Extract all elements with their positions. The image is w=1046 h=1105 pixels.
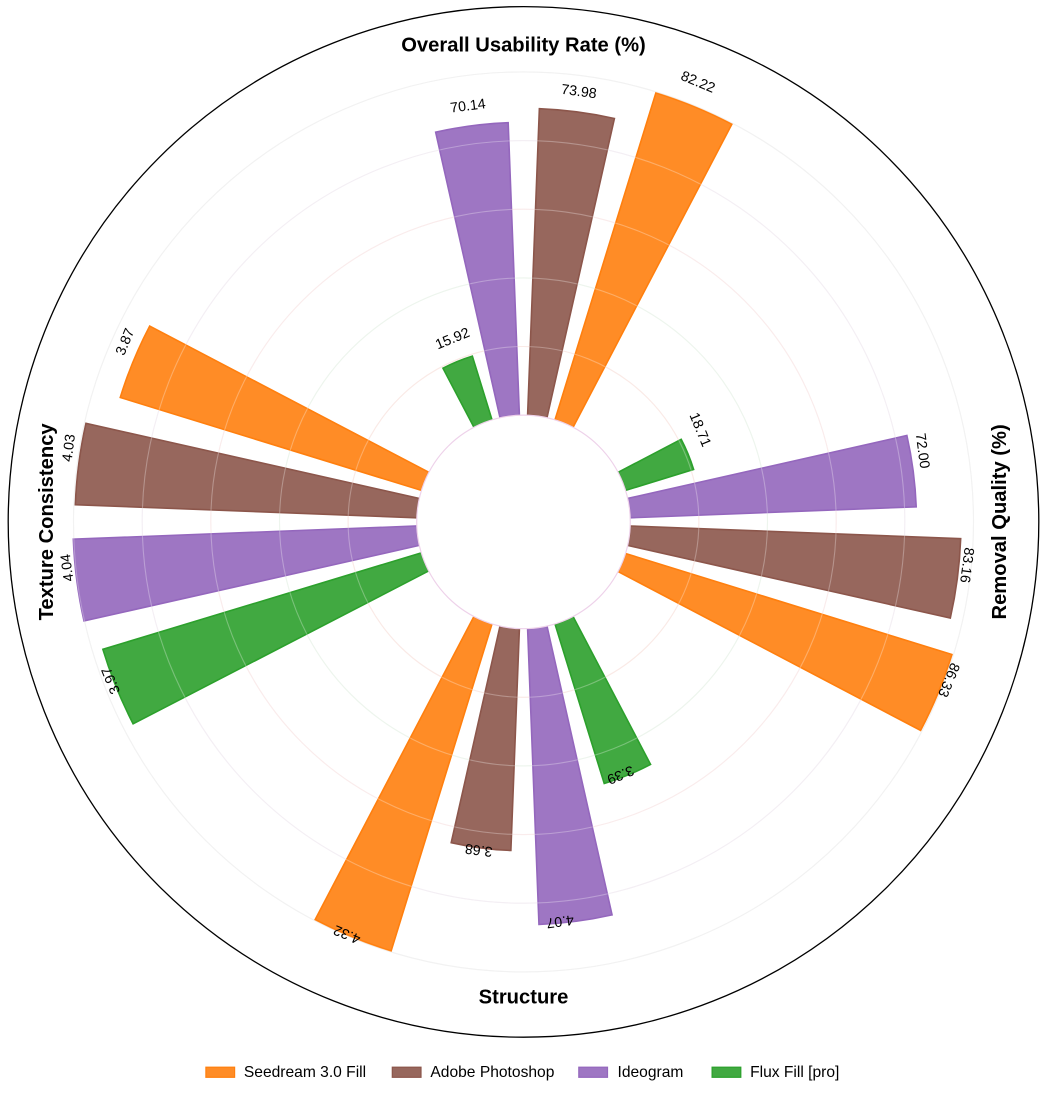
- svg-text:Flux Fill [pro]: Flux Fill [pro]: [750, 1064, 839, 1081]
- svg-text:3.68: 3.68: [464, 840, 494, 859]
- svg-text:4.03: 4.03: [60, 433, 79, 463]
- svg-text:Removal Quality (%): Removal Quality (%): [989, 424, 1011, 619]
- svg-text:4.04: 4.04: [58, 553, 77, 583]
- svg-text:Adobe Photoshop: Adobe Photoshop: [430, 1064, 554, 1081]
- svg-text:83.16: 83.16: [956, 546, 976, 583]
- svg-text:Ideogram: Ideogram: [618, 1064, 684, 1081]
- svg-text:73.98: 73.98: [560, 82, 597, 102]
- svg-text:4.07: 4.07: [545, 911, 575, 930]
- svg-text:Structure: Structure: [479, 986, 569, 1008]
- svg-text:Texture Consistency: Texture Consistency: [36, 423, 58, 621]
- svg-text:72.00: 72.00: [912, 432, 932, 469]
- svg-text:Overall Usability Rate (%): Overall Usability Rate (%): [401, 34, 646, 56]
- svg-text:70.14: 70.14: [449, 96, 486, 116]
- svg-text:Seedream 3.0 Fill: Seedream 3.0 Fill: [244, 1064, 366, 1081]
